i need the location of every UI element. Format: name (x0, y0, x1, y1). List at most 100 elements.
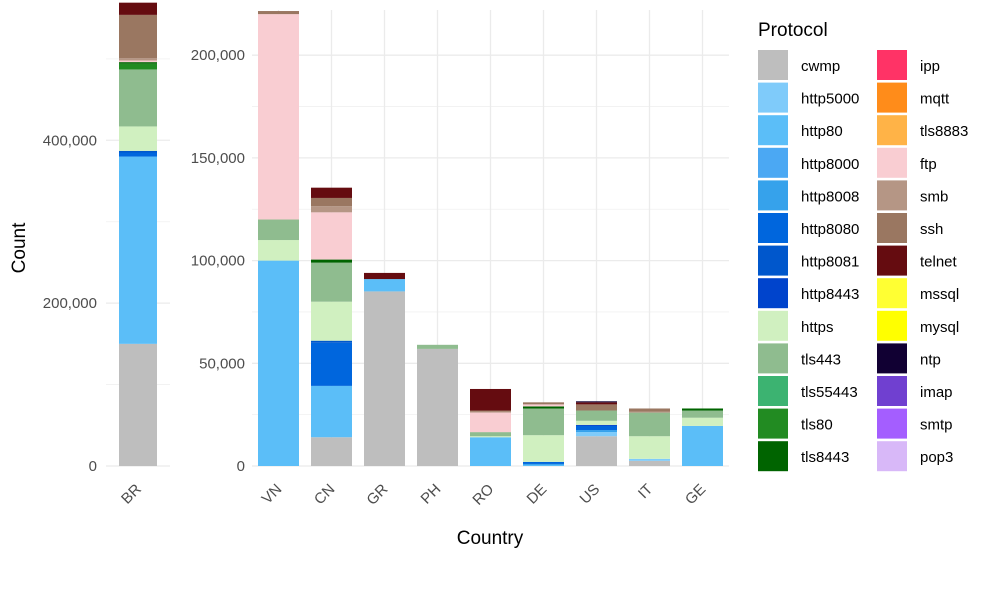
bar-segment-CN-cwmp (311, 437, 352, 466)
bar-segment-US-http8443 (576, 424, 617, 426)
legend-label-tls55443: tls55443 (801, 384, 858, 401)
bar-segment-GE-https (682, 417, 723, 426)
legend-key-smb (877, 180, 907, 211)
legend-label-ssh: ssh (920, 221, 943, 238)
legend-key-ftp (877, 147, 907, 178)
bar-segment-RO-smb (470, 411, 511, 413)
legend-label-pop3: pop3 (920, 449, 953, 466)
legend-label-http8080: http8080 (801, 221, 859, 238)
bar-segment-RO-tls443 (470, 432, 511, 437)
y-axis-title: Count (9, 222, 30, 273)
bar-segment-US-telnet (576, 402, 617, 405)
bar-segment-IT-http5000 (629, 458, 670, 461)
x-tick-label: PH (418, 481, 445, 508)
bar-segment-BR-telnet (119, 2, 157, 15)
bar-segment-IT-https (629, 436, 670, 459)
bar-segment-VN-https (258, 240, 299, 261)
bar-segment-CN-ssh (311, 197, 352, 207)
x-tick-label: CN (311, 481, 338, 508)
x-tick-label: DE (524, 481, 551, 508)
panel-right: 0 50,000 100,000 150,000 200,000 VN CN GR PH RO DE… (191, 10, 729, 509)
legend-key-http8080 (758, 213, 788, 243)
legend-key-http5000 (758, 82, 788, 113)
x-tick-label: RO (469, 481, 497, 509)
bar-segment-DE-http8008 (523, 463, 564, 465)
legend-label-http8008: http8008 (801, 188, 859, 205)
legend-label-http8000: http8000 (801, 156, 859, 173)
bar-segment-RO-ssh (470, 410, 511, 412)
bar-segment-US-http8008 (576, 430, 617, 433)
x-tick-label: US (577, 481, 604, 508)
bar-segment-VN-ssh (258, 11, 299, 15)
y-tick-label: 400,000 (43, 132, 97, 149)
bar-segment-CN-http80 (311, 385, 352, 438)
bar-segment-DE-http80 (523, 464, 564, 466)
legend-label-http8081: http8081 (801, 254, 859, 271)
bar-segment-BR-http80 (119, 156, 157, 344)
legend-label-telnet: telnet (920, 254, 958, 271)
bar-segment-RO-https (470, 436, 511, 438)
panel-left: 0 200,000 400,000 BR (43, 2, 170, 508)
bar-segment-US-http5000 (576, 432, 617, 437)
bar-segment-US-cwmp (576, 436, 617, 466)
legend: Protocol cwmp http5000 http80 http8000 http8… (758, 20, 968, 472)
legend-key-mssql (877, 278, 907, 309)
y-tick-label: 0 (237, 458, 245, 475)
y-tick-label: 150,000 (191, 150, 245, 167)
legend-label-tls8443: tls8443 (801, 449, 849, 466)
legend-label-imap: imap (920, 384, 953, 401)
x-tick-label: GR (363, 481, 391, 509)
bar-segment-BR-http8080 (119, 152, 157, 157)
bar-segment-IT-smb (629, 411, 670, 413)
bar-segment-DE-tls8443 (523, 406, 564, 409)
legend-label-http5000: http5000 (801, 91, 859, 108)
bar-segment-US-http8080 (576, 425, 617, 431)
bar-segment-PH-cwmp (417, 348, 458, 466)
bar-segment-CN-telnet (311, 187, 352, 198)
bar-segment-CN-tls443 (311, 262, 352, 302)
legend-title: Protocol (758, 20, 828, 41)
bar-segment-BR-ftp (119, 60, 157, 63)
bar-segment-CN-http8080 (311, 342, 352, 386)
bar-segment-VN-ftp (258, 14, 299, 220)
bar-segment-DE-http8080 (523, 461, 564, 464)
legend-label-ftp: ftp (920, 156, 937, 173)
legend-key-http8008 (758, 180, 788, 211)
bar-segment-DE-tls443 (523, 408, 564, 436)
bar-segment-CN-tls8443 (311, 259, 352, 263)
bar-segment-RO-telnet (470, 388, 511, 411)
legend-key-telnet (877, 245, 907, 276)
legend-key-http8081 (758, 245, 788, 276)
bar-segment-BR-smb (119, 58, 157, 61)
y-tick-label: 200,000 (43, 295, 97, 312)
bar-segment-RO-ftp (470, 412, 511, 433)
legend-key-tls80 (758, 408, 788, 439)
bar-segment-CN-https (311, 301, 352, 341)
legend-label-smb: smb (920, 188, 948, 205)
y-tick-label: 50,000 (199, 355, 245, 372)
y-tick-label: 0 (89, 458, 97, 475)
legend-key-tls8443 (758, 441, 788, 472)
bar-segment-US-ssh (576, 404, 617, 411)
x-axis-title: Country (457, 528, 524, 549)
legend-key-ntp (877, 343, 907, 374)
bar-segment-DE-ftp (523, 404, 564, 407)
y-tick-label: 200,000 (191, 47, 245, 64)
legend-label-https: https (801, 319, 834, 336)
bar-segment-VN-tls443 (258, 219, 299, 241)
legend-key-mqtt (877, 82, 907, 113)
bar-segment-IT-tls443 (629, 412, 670, 437)
legend-key-https (758, 310, 788, 341)
legend-label-tls8883: tls8883 (920, 123, 968, 140)
bar-segment-RO-http80 (470, 437, 511, 466)
legend-label-smtp: smtp (920, 417, 953, 434)
bar-segment-CN-ftp (311, 212, 352, 260)
legend-label-mqtt: mqtt (920, 91, 950, 108)
x-tick-label: IT (635, 481, 656, 502)
legend-label-ntp: ntp (920, 351, 941, 368)
bar-segment-VN-http80 (258, 260, 299, 466)
y-tick-label: 100,000 (191, 253, 245, 270)
bar-segment-PH-tls443 (417, 344, 458, 349)
bar-segment-DE-ssh (523, 402, 564, 405)
